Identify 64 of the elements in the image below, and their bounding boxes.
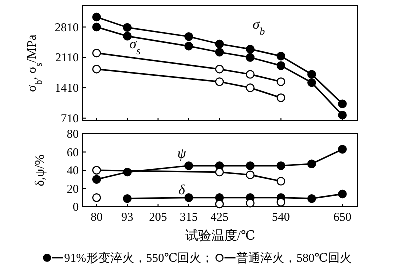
point — [308, 194, 316, 204]
point — [92, 194, 102, 202]
y-axis-title: δ,ψ/% — [32, 154, 47, 186]
y-tick-label: 40 — [67, 164, 79, 178]
point — [184, 194, 194, 202]
point — [276, 52, 286, 61]
point — [276, 94, 286, 102]
point — [215, 78, 224, 86]
x-tick-label: 425 — [210, 210, 229, 224]
point — [276, 177, 286, 186]
x-tick-label: 540 — [272, 210, 290, 224]
point — [92, 65, 102, 74]
point — [308, 70, 316, 79]
x-tick-label: 315 — [180, 210, 198, 224]
point — [92, 48, 102, 58]
point — [276, 62, 286, 70]
point — [215, 48, 224, 57]
point — [123, 32, 132, 41]
point — [246, 45, 255, 54]
point — [246, 170, 255, 180]
annotation: σ$_{b}$ — [252, 18, 266, 38]
point — [92, 175, 102, 184]
y-tick-label: 80 — [67, 127, 79, 141]
point — [246, 70, 255, 79]
legend-label: 91%形变淬火，550℃回火； — [64, 251, 214, 265]
y-tick-label: 2110 — [55, 50, 79, 65]
point — [215, 65, 224, 74]
point — [92, 12, 102, 22]
point — [246, 162, 255, 170]
annotation: ψ — [178, 147, 187, 162]
annotation: σ$_{s}$ — [130, 38, 141, 58]
y-tick-label: 1410 — [55, 81, 79, 96]
point — [308, 78, 316, 88]
point — [246, 84, 255, 92]
y-tick-label: 20 — [67, 182, 79, 196]
x-tick-label: 205 — [149, 210, 168, 224]
point — [246, 199, 255, 208]
x-axis-title: 试验温度/℃ — [185, 228, 256, 243]
point — [276, 162, 286, 170]
point — [338, 145, 347, 154]
point — [184, 32, 194, 42]
point — [184, 42, 194, 51]
point — [338, 190, 347, 199]
y-tick-label: 60 — [67, 145, 79, 160]
x-tick-label: 650 — [334, 210, 352, 224]
y-tick-label: 2810 — [55, 20, 79, 34]
x-tick-label: 80 — [90, 210, 103, 224]
point — [123, 23, 132, 32]
x-tick-label: 93 — [122, 210, 134, 224]
y-tick-label: 0 — [73, 200, 79, 214]
point — [92, 22, 102, 32]
point — [215, 40, 224, 49]
point — [184, 162, 194, 170]
legend-label: 普通淬火，580℃回火 — [236, 251, 352, 265]
point — [308, 160, 316, 168]
point — [276, 198, 286, 207]
point — [123, 194, 132, 204]
annotation: δ — [178, 184, 186, 199]
point — [246, 53, 255, 62]
point — [338, 111, 347, 120]
point — [338, 100, 347, 108]
y-tick-label: 710 — [61, 111, 79, 126]
point — [92, 166, 102, 175]
point — [276, 78, 286, 86]
